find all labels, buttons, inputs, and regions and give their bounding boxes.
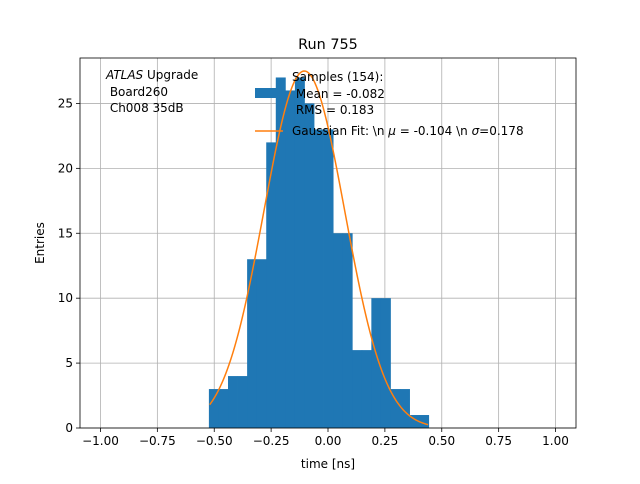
- x-tick-label: 0.75: [485, 434, 512, 448]
- x-tick-label: 0.00: [315, 434, 342, 448]
- histogram-bar: [409, 415, 420, 428]
- x-tick-label: 1.00: [542, 434, 569, 448]
- y-tick-label: 0: [65, 421, 73, 435]
- x-tick-label: 0.25: [372, 434, 399, 448]
- histogram-bar: [237, 376, 248, 428]
- gaussian-fit: [209, 70, 429, 426]
- x-tick-label: −0.50: [196, 434, 233, 448]
- histogram-bar: [247, 259, 258, 428]
- histogram-bar: [218, 389, 229, 428]
- y-tick-label: 10: [58, 291, 73, 305]
- x-tick-label: −0.25: [253, 434, 290, 448]
- histogram-bar: [323, 129, 334, 428]
- legend-histogram-swatch: [255, 88, 283, 98]
- histogram-bar: [390, 389, 401, 428]
- histogram-bar: [342, 233, 353, 428]
- y-tick-label: 15: [58, 226, 73, 240]
- histogram-bar: [294, 77, 305, 428]
- histogram-bar: [256, 259, 267, 428]
- annotation-line-3: Ch008 35dB: [106, 101, 184, 115]
- histogram-bar: [352, 350, 363, 428]
- histogram-bar: [266, 142, 277, 428]
- y-tick-label: 20: [58, 161, 73, 175]
- annotation-line-2: Board260: [106, 85, 168, 99]
- annotation-line-1: ATLAS Upgrade: [105, 68, 198, 82]
- axis-ticks: −1.00 −0.75 −0.50 −0.25 0.00 0.25 0.50 0.75 1.00…: [58, 96, 569, 448]
- histogram-bar: [208, 389, 219, 428]
- x-axis-label: time [ns]: [301, 457, 355, 471]
- plot-frame: [79, 57, 577, 429]
- histogram-bar: [304, 103, 315, 428]
- histogram-bar: [419, 415, 430, 428]
- legend-histogram-line-3: RMS = 0.183: [292, 103, 374, 117]
- histogram-bar: [275, 77, 286, 428]
- y-tick-label: 5: [65, 356, 73, 370]
- histogram-bar: [400, 389, 410, 428]
- annotation-atlas: ATLAS: [105, 68, 144, 82]
- histogram-bar: [333, 233, 344, 428]
- y-tick-label: 25: [58, 96, 73, 110]
- y-axis-label: Entries: [33, 222, 47, 264]
- legend-histogram-line-2: Mean = -0.082: [292, 87, 385, 101]
- gaussian-fit-curve: [209, 70, 429, 426]
- legend: Samples (154): Mean = -0.082 RMS = 0.183…: [255, 70, 524, 138]
- x-tick-label: −1.00: [82, 434, 119, 448]
- x-tick-label: −0.75: [139, 434, 176, 448]
- histogram-bar: [314, 129, 324, 428]
- x-tick-label: 0.50: [428, 434, 455, 448]
- histogram-bar: [361, 350, 372, 428]
- histogram-bar: [380, 298, 391, 428]
- atlas-annotation: ATLAS Upgrade Board260 Ch008 35dB: [105, 68, 198, 115]
- legend-histogram-line-1: Samples (154):: [292, 70, 383, 84]
- chart-title: Run 755: [298, 37, 358, 53]
- legend-fit-label: Gaussian Fit: \n μ = -0.104 \n σ=0.178: [292, 124, 524, 138]
- histogram-bar: [228, 376, 238, 428]
- annotation-upgrade: Upgrade: [143, 68, 198, 82]
- histogram-bar: [285, 90, 296, 428]
- histogram-bar: [371, 298, 382, 428]
- histogram-bars: [208, 77, 430, 428]
